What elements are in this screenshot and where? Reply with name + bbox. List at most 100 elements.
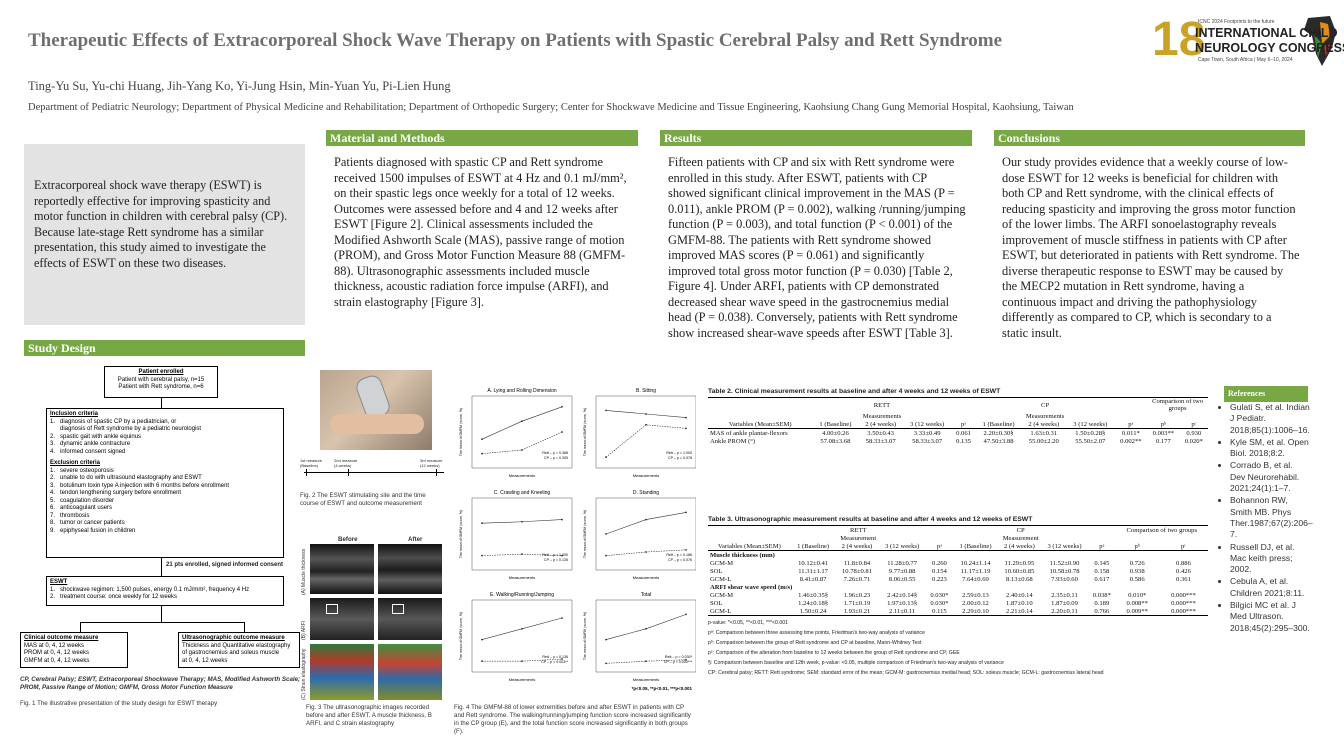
eswt-item: 1. shockwave regimen: 1,500 pulses, ener… <box>50 586 250 593</box>
table-cell: 10.78±0.81 <box>842 567 872 575</box>
table-cell: SOL <box>710 567 723 575</box>
clinical-item: PROM at 0, 4, 12 weeks <box>24 650 90 656</box>
t2-rett: RETT <box>873 401 891 409</box>
x-axis-label: Measurements <box>633 575 659 580</box>
stat-cp: CP – p = 0.305 <box>544 456 568 460</box>
congress-logo: 18 ICNC 2024 Footprints to the future IN… <box>1152 12 1344 72</box>
table-row: MAS of ankle plantar-flexors 4.00±0.26 3.5… <box>708 429 1208 438</box>
table-cell: GCM-L <box>710 575 732 583</box>
table-cell: 0.223 <box>932 575 947 583</box>
clinical-item: MAS at 0, 4, 12 weeks <box>24 642 85 649</box>
stat-cp: CP – p = 0.003** <box>541 660 568 664</box>
timeline-axis <box>304 472 444 473</box>
table-cell: 55.50±2.07 <box>1075 437 1106 445</box>
stat-cp: CP – p = 0.078 <box>668 456 692 460</box>
table-cell: 10.24±1.14 <box>960 559 991 567</box>
table-cell: 11.29±0.95 <box>1004 559 1035 567</box>
column-header: 3 (12 weeks) <box>910 420 945 428</box>
exclusion-item: 8. tumor or cancer patients <box>50 520 125 526</box>
table-row: GCM-M 10.12±0.41 11.8±0.84 11.28±0.77 0.260 1… <box>708 559 1208 567</box>
table-cell: 10.12±0.41 <box>798 559 829 567</box>
timeline-label-1: 1st measure (Baseline) <box>300 458 323 468</box>
data-point <box>481 438 483 441</box>
table-cell: 9.77±0.88 <box>888 567 916 575</box>
column-header: pᵃ <box>1099 542 1105 550</box>
table-cell: 8.41±0.87 <box>799 575 827 583</box>
column-header: 2 (4 weeks) <box>1004 542 1035 550</box>
results-text: Fifteen patients with CP and six with Re… <box>668 155 966 340</box>
table-cell: 0.115 <box>932 607 947 615</box>
exclusion-item: 1. severe osteoporosis <box>50 467 114 474</box>
stat-rett: Rett – p = 0.368 <box>542 451 568 455</box>
fig4-panel: Total The mean of GMFM (score, %) Measurem… <box>583 592 696 682</box>
table-cell: Ankle PROM (°) <box>710 437 756 445</box>
table3-notes: p-value: *<0.05, **<0.01, ***<0.001 pᵃ: C… <box>708 618 1208 678</box>
table-cell: 3.50±0.43 <box>867 429 894 437</box>
table-cell: 7.93±0.60 <box>1051 575 1078 583</box>
table-cell: 0.030* <box>930 599 949 607</box>
t3-rett: RETT <box>850 526 867 534</box>
table-note: p-value: *<0.05, **<0.01, ***<0.001 <box>708 620 789 626</box>
us-image-strain-after <box>378 644 442 700</box>
logo-location: Cape Town, South Africa | May 6–10, 2024 <box>1198 57 1293 63</box>
clinical-outcome-box: Clinical outcome measure MAS at 0, 4, 12… <box>20 632 128 668</box>
enrolled-cp: Patient with cerebral palsy, n=15 <box>117 376 205 383</box>
exclusion-item: 9. epiphyseal fusion in children <box>50 527 136 534</box>
references-header: References <box>1224 386 1308 402</box>
panel-frame <box>595 497 696 571</box>
us-item: Thickness and Quantitative elastography <box>182 642 291 649</box>
panel-frame <box>595 395 696 469</box>
table-cell: 0.000*** <box>1171 607 1196 615</box>
reference-item: Bilgici MC et al. J Med Ultrason. 2018;4… <box>1230 600 1310 634</box>
x-axis-label: Measurements <box>509 677 535 682</box>
panel-title: C. Crawling and Kneeling <box>494 490 551 496</box>
table-cell: 0.177 <box>1155 437 1171 445</box>
exclusion-item: 2. unable to do with ultrasound elastogr… <box>50 475 202 481</box>
table-cell: 0.135 <box>956 437 971 445</box>
reference-item: Cebula A, et al. Children 2021;8:11. <box>1230 576 1310 599</box>
stat-cp: CP – p = 0.076 <box>668 558 692 562</box>
logo-number: 18 <box>1152 13 1206 66</box>
reference-item: Gulati S, et al. Indian J Pediatr. 2018;… <box>1230 402 1310 436</box>
t3-cp: CP <box>1016 526 1025 534</box>
series-line <box>481 406 563 440</box>
africa-icon <box>1302 14 1338 70</box>
table-cell: GCM-L <box>710 607 732 615</box>
column-header: 1 (Baseline) <box>982 420 1015 428</box>
results-header: Results <box>660 130 972 146</box>
us-image-arfi-after <box>378 598 442 640</box>
inclusion-item: 3. dynamic ankle contracture <box>50 441 131 447</box>
x-axis-label: Measurements <box>633 473 659 478</box>
table-cell: 57.08±3.68 <box>820 437 851 445</box>
table-cell: 1.24±0.18§ <box>798 599 829 607</box>
significance-note: *p<0.05, **p<0.01, ***p<0.001 <box>632 686 693 691</box>
column-header: pᵃ <box>936 542 942 550</box>
stat-rett: Rett – p = 1.000 <box>666 451 692 455</box>
table-note: CP: Cerebral palsy; RETT: Rett syndrome;… <box>708 670 1104 676</box>
table-cell: 0.011* <box>1121 429 1140 437</box>
data-point <box>645 518 647 521</box>
methods-header: Material and Methods <box>326 130 638 146</box>
table-note: pᶜ: Comparison of the alteration from ba… <box>708 650 960 656</box>
logo-line2: INTERNATIONAL CHILD <box>1195 26 1338 40</box>
table2: Table 2. Clinical measurement results at… <box>708 388 1208 445</box>
t3-muscle-thickness: Muscle thickness (mm) <box>710 551 775 559</box>
clinical-item: GMFM at 0, 4, 12 weeks <box>24 657 90 664</box>
fig3-row-c: (C) Strain elastography <box>301 648 307 700</box>
column-header: pᵃ <box>1128 420 1134 428</box>
table-cell: 1.63±0.31 <box>1030 429 1058 437</box>
references-list: Gulati S, et al. Indian J Pediatr. 2018;… <box>1220 402 1313 635</box>
table-cell: 0.038* <box>1092 591 1111 599</box>
data-point <box>605 662 607 665</box>
data-point <box>685 511 687 514</box>
stat-rett: Rett – p = 0.030* <box>665 655 693 659</box>
table-cell: 10.60±0.85 <box>1004 567 1035 575</box>
fig3-before-label: Before <box>338 536 358 543</box>
t3-arfi: ARFI shear wave speed (m/s) <box>710 583 793 591</box>
table-cell: 55.00±2.20 <box>1028 437 1059 445</box>
affiliations: Department of Pediatric Neurology; Depar… <box>28 102 1074 113</box>
inclusion-item: 4. informed consent signed <box>50 448 126 455</box>
table-cell: SOL <box>710 599 723 607</box>
enrolled-rett: Patient with Rett syndrome, n=6 <box>118 384 204 390</box>
fig4-panel: B. Sitting The mean of GMFM (score, %) Mea… <box>583 388 696 478</box>
